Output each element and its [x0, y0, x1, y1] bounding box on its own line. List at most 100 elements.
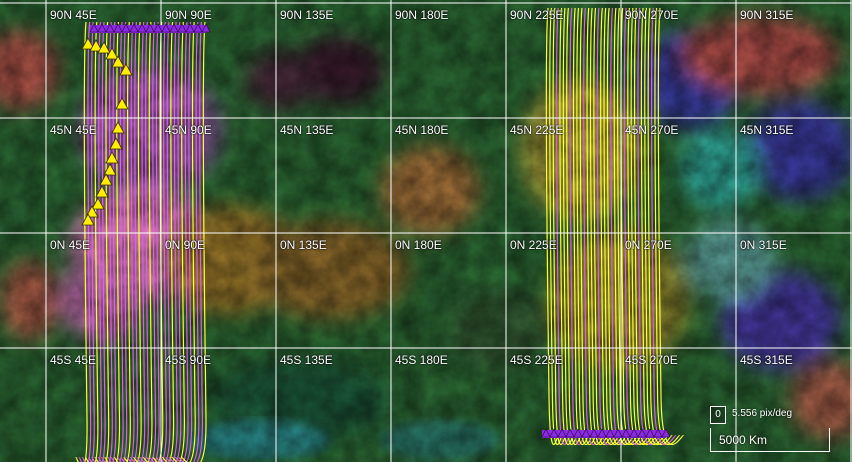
- waypoint-triangle: [97, 41, 111, 54]
- orbit-tracks-left: [75, 21, 207, 462]
- orbit-track-line: [97, 21, 113, 462]
- orbit-track-line: [161, 21, 185, 462]
- track-endpoint-marker: [161, 23, 171, 33]
- grid-label: 90N 45E: [50, 8, 97, 22]
- orbit-track-line: [177, 21, 203, 462]
- waypoint-triangle: [109, 137, 123, 150]
- track-endpoint-marker: [549, 428, 559, 438]
- grid-label: 90N 135E: [280, 8, 334, 22]
- orbit-track-line: [136, 21, 157, 462]
- grid-label: 45S 180E: [395, 353, 448, 367]
- track-endpoint-marker: [597, 428, 607, 438]
- track-endpoint-marker: [105, 23, 115, 33]
- grid-label: 45N 90E: [165, 123, 212, 137]
- track-endpoint-marker: [637, 428, 647, 438]
- track-endpoint-marker: [645, 428, 655, 438]
- grid-label: 45N 315E: [740, 123, 794, 137]
- orbit-track-line: [81, 21, 95, 462]
- waypoint-triangle: [99, 173, 113, 186]
- grid-label: 45S 90E: [165, 353, 212, 367]
- scale-bar: 5000 Km: [710, 428, 830, 452]
- orbit-track-line: [630, 7, 654, 446]
- orbit-track-line: [562, 7, 578, 446]
- track-endpoint-marker: [613, 428, 623, 438]
- orbit-track-line: [616, 7, 639, 446]
- orbit-track-line: [158, 21, 182, 462]
- orbit-track-line: [129, 21, 149, 462]
- grid-label: 90N 180E: [395, 8, 449, 22]
- grid-label: 45S 45E: [50, 353, 97, 367]
- orbit-track-line: [549, 7, 563, 446]
- orbit-track-line: [181, 21, 207, 462]
- grid-label: 45N 45E: [50, 123, 97, 137]
- orbit-track-line: [85, 21, 99, 462]
- zoom-index-box[interactable]: 0: [710, 406, 726, 424]
- orbit-track-line: [657, 7, 684, 446]
- waypoint-triangle: [81, 37, 95, 50]
- orbit-track-line: [644, 7, 669, 446]
- orbit-track-line: [627, 7, 650, 446]
- waypoint-triangle: [95, 185, 109, 198]
- track-endpoint-marker: [137, 23, 147, 33]
- orbit-track-line: [104, 21, 121, 462]
- grid-label: 45N 270E: [625, 123, 679, 137]
- track-endpoint-marker: [573, 428, 583, 438]
- orbit-track-line: [640, 7, 665, 446]
- orbit-track-line: [149, 21, 171, 462]
- orbit-track-line: [174, 21, 200, 462]
- orbit-track-line: [555, 7, 570, 446]
- orbit-track-line: [88, 21, 103, 462]
- track-markers: [81, 23, 671, 438]
- orbit-track-line: [650, 7, 677, 446]
- grid-label: 45S 270E: [625, 353, 678, 367]
- orbit-track-line: [123, 21, 142, 462]
- orbit-track-line: [126, 21, 146, 462]
- grid-label: 0N 180E: [395, 238, 442, 252]
- waypoint-triangle: [111, 55, 125, 68]
- track-endpoint-marker: [121, 23, 131, 33]
- orbit-track-line: [165, 21, 189, 462]
- orbit-track-line: [142, 21, 164, 462]
- waypoint-triangle: [103, 163, 117, 176]
- orbit-track-line: [171, 21, 196, 462]
- grid-label: 0N 225E: [510, 238, 557, 252]
- track-endpoint-marker: [185, 23, 195, 33]
- orbit-track-line: [94, 21, 110, 462]
- waypoint-triangle: [85, 205, 99, 218]
- grid-label: 0N 270E: [625, 238, 672, 252]
- grid-label: 45S 225E: [510, 353, 563, 367]
- track-endpoint-marker: [177, 23, 187, 33]
- orbit-track-line: [654, 7, 681, 446]
- waypoint-triangle: [119, 63, 133, 76]
- orbit-track-line: [633, 7, 658, 446]
- orbit-track-line: [107, 21, 124, 462]
- orbit-track-line: [110, 21, 128, 462]
- orbit-track-line: [152, 21, 175, 462]
- waypoint-triangle: [105, 47, 119, 60]
- track-endpoint-marker: [153, 23, 163, 33]
- orbit-track-line: [91, 21, 106, 462]
- orbit-track-line: [559, 7, 574, 446]
- grid-label: 0N 315E: [740, 238, 787, 252]
- track-endpoint-marker: [169, 23, 179, 33]
- grid-label: 45S 135E: [280, 353, 333, 367]
- waypoint-triangle: [111, 121, 125, 134]
- grid-label: 90N 90E: [165, 8, 212, 22]
- scale-widget: 0 5.556 pix/deg 5000 Km: [708, 404, 834, 456]
- grid-label: 0N 90E: [165, 238, 206, 252]
- orbit-track-line: [552, 7, 567, 446]
- grid-label: 0N 135E: [280, 238, 327, 252]
- grid-label: 45N 180E: [395, 123, 449, 137]
- orbit-track-line: [113, 21, 131, 462]
- track-endpoint-marker: [89, 23, 99, 33]
- orbit-track-line: [545, 7, 559, 446]
- orbit-track-line: [75, 21, 88, 462]
- orbit-track-line: [78, 21, 92, 462]
- orbit-track-line: [647, 7, 673, 446]
- track-endpoint-marker: [97, 23, 107, 33]
- track-endpoint-marker: [661, 428, 671, 438]
